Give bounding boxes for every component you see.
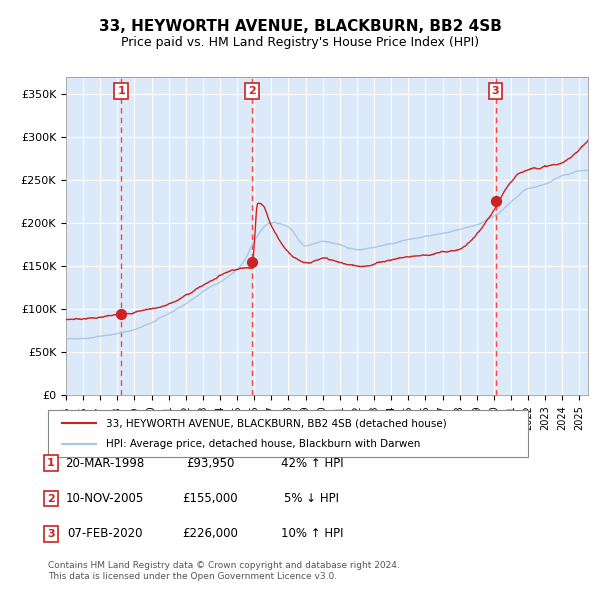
Point [116,310,126,319]
Text: 2: 2 [248,86,256,96]
Text: 2: 2 [47,494,55,503]
Text: Contains HM Land Registry data © Crown copyright and database right 2024.
This d: Contains HM Land Registry data © Crown c… [48,562,400,581]
Text: 33, HEYWORTH AVENUE, BLACKBURN, BB2 4SB: 33, HEYWORTH AVENUE, BLACKBURN, BB2 4SB [98,19,502,34]
Point [491,196,500,205]
Text: 1: 1 [117,86,125,96]
Text: HPI: Average price, detached house, Blackburn with Darwen: HPI: Average price, detached house, Blac… [106,439,420,449]
FancyBboxPatch shape [48,410,528,457]
Text: £226,000: £226,000 [182,527,238,540]
Text: 1: 1 [47,458,55,468]
Text: £93,950: £93,950 [186,457,234,470]
Text: 3: 3 [492,86,499,96]
Text: £155,000: £155,000 [182,492,238,505]
Text: 20-MAR-1998: 20-MAR-1998 [65,457,145,470]
Text: 5% ↓ HPI: 5% ↓ HPI [284,492,340,505]
Text: 33, HEYWORTH AVENUE, BLACKBURN, BB2 4SB (detached house): 33, HEYWORTH AVENUE, BLACKBURN, BB2 4SB … [106,418,446,428]
Text: 3: 3 [47,529,55,539]
Text: 10-NOV-2005: 10-NOV-2005 [66,492,144,505]
Point [247,257,257,267]
Text: 42% ↑ HPI: 42% ↑ HPI [281,457,343,470]
Text: 10% ↑ HPI: 10% ↑ HPI [281,527,343,540]
Text: 07-FEB-2020: 07-FEB-2020 [67,527,143,540]
Text: Price paid vs. HM Land Registry's House Price Index (HPI): Price paid vs. HM Land Registry's House … [121,36,479,49]
